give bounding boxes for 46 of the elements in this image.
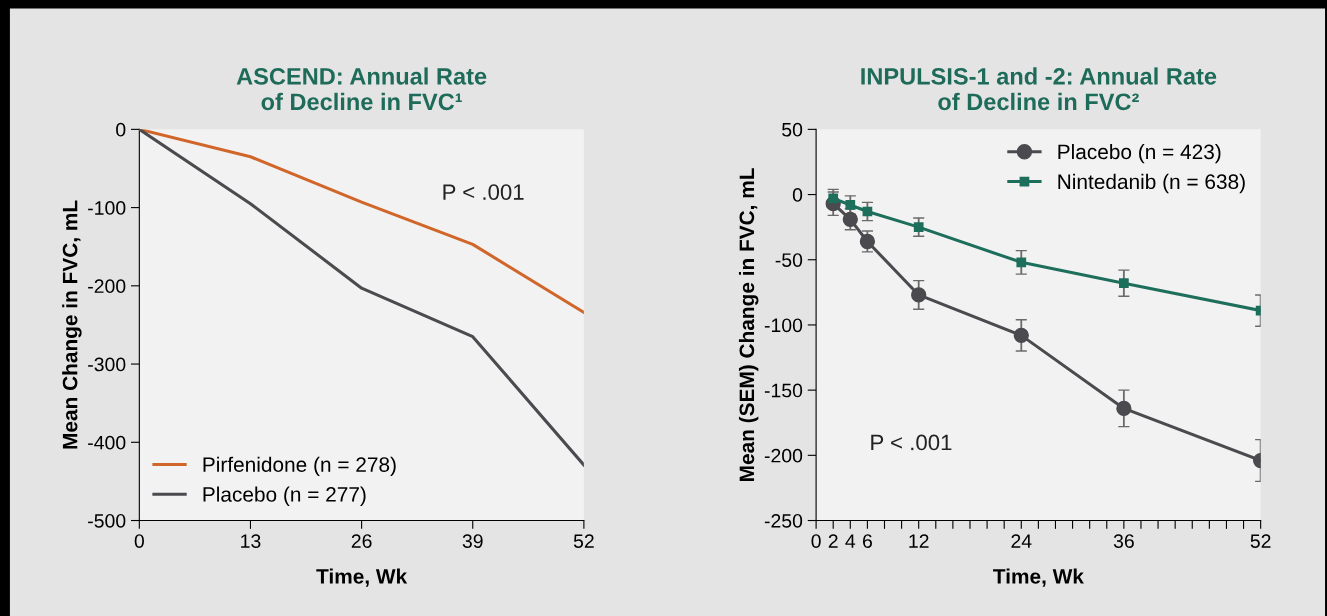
y-tick-label: -300 [88,357,126,372]
chart-title: INPULSIS-1 and -2: Annual Rate of Decline in FVC² [861,67,1217,111]
y-axis-title: Mean (SEM) Change in FVC, mL [738,168,759,481]
x-tick-label: 0 [134,534,144,548]
point [1116,400,1132,417]
point [842,211,858,227]
y-tick-label: -200 [764,448,803,463]
y-tick-label: 0 [116,122,126,137]
point [1013,327,1029,344]
point [1119,278,1129,289]
x-tick-label: 36 [1113,534,1134,548]
y-axis-title: Mean Change in FVC, mL [62,200,82,449]
x-tick-label: 6 [862,534,872,548]
x-tick-label: 0 [811,534,821,548]
y-tick-label: -200 [88,279,126,294]
y-tick-label: -500 [88,513,126,528]
y-tick-label: -150 [764,383,803,398]
x-tick-label: 2 [828,534,838,548]
point [845,200,856,210]
x-axis-title: Time, Wk [316,568,408,587]
y-tick-label: -50 [775,253,803,267]
y-tick-label: 50 [782,122,803,137]
legend-label: Placebo (n = 423) [1058,143,1221,164]
annotation: P < .001 [871,434,952,451]
point [911,287,927,303]
legend-label: Pirfenidone (n = 278) [203,456,396,477]
point [913,222,924,233]
x-tick-label: 4 [845,534,856,548]
x-tick-label: 26 [351,534,372,548]
y-tick-label: 0 [792,188,803,202]
x-tick-label: 13 [241,534,261,548]
x-tick-label: 52 [573,534,594,548]
y-tick-label: -250 [764,513,803,528]
y-tick-label: -400 [88,435,126,450]
legend-label: Nintedanib (n = 638) [1058,173,1245,194]
legend-label: Placebo (n = 277) [203,486,366,506]
chart-title: ASCEND: Annual Rate of Decline in FVC¹ [236,67,487,111]
x-tick-label: 39 [462,534,483,548]
x-tick-label: 24 [1011,534,1032,548]
x-tick-label: 52 [1250,534,1271,548]
x-axis-title: Time, Wk [993,568,1084,587]
y-tick-label: -100 [764,318,803,333]
point [1016,257,1027,268]
annotation: P < .001 [443,184,524,200]
x-tick-label: 12 [909,534,929,548]
y-tick-label: -100 [88,201,126,215]
